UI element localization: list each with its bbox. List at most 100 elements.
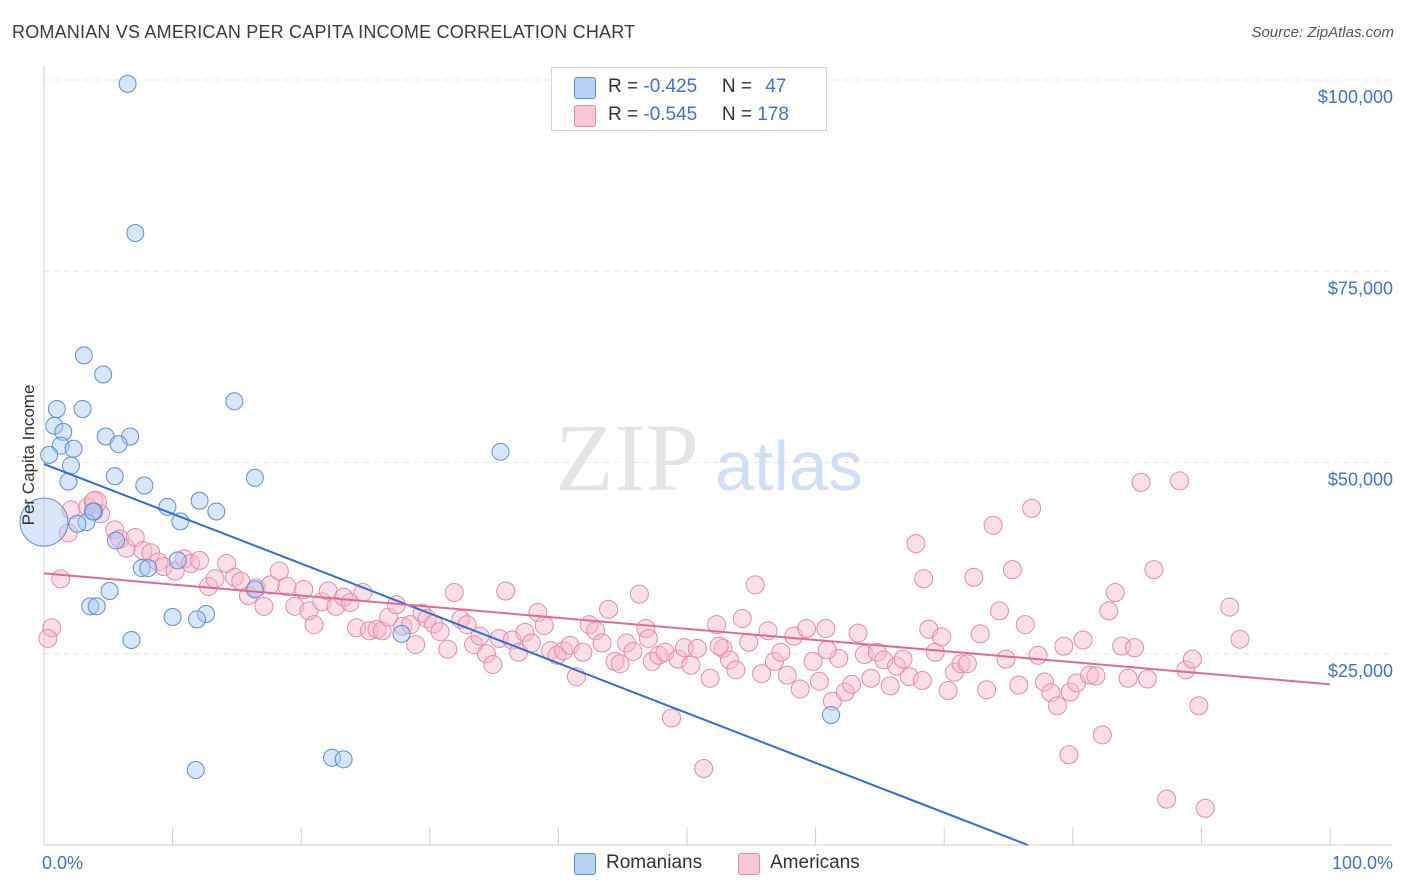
romanian-point	[334, 750, 353, 769]
americans-label: Americans	[770, 852, 860, 873]
american-point	[1125, 638, 1145, 658]
romanian-point	[81, 597, 100, 616]
stats-legend: R = -0.425 N = 47 R = -0.545 N = 178	[551, 67, 827, 131]
american-point	[1195, 798, 1215, 818]
romanian-point	[135, 476, 154, 495]
american-point	[42, 618, 62, 638]
american-point	[496, 581, 516, 601]
american-point	[476, 644, 496, 664]
american-point	[732, 609, 752, 629]
american-point	[1015, 615, 1035, 635]
romanian-point	[245, 580, 264, 599]
american-point	[346, 618, 366, 638]
american-point	[190, 550, 210, 570]
american-point	[605, 651, 625, 671]
romanian-point	[83, 502, 102, 521]
x-tick-label: 0.0%	[42, 853, 83, 873]
american-point	[932, 627, 952, 647]
american-point	[880, 676, 900, 696]
american-point	[899, 667, 919, 687]
axes	[43, 66, 1392, 846]
romanian-point	[245, 468, 264, 487]
american-point	[629, 584, 649, 604]
american-point	[353, 583, 373, 603]
american-point	[739, 632, 759, 652]
american-point	[1073, 630, 1093, 650]
american-point	[694, 759, 714, 778]
watermark: ZIP atlas	[555, 404, 863, 511]
y-tick-label: $100,000	[1318, 87, 1393, 107]
american-point	[726, 660, 746, 680]
american-point	[1118, 668, 1138, 688]
romanian-point	[105, 467, 124, 486]
watermark-zip: ZIP	[555, 404, 699, 511]
romanian-point	[132, 559, 151, 578]
american-point	[951, 654, 971, 674]
romanian-point	[87, 597, 106, 616]
american-point	[914, 569, 934, 589]
romanian-point	[77, 513, 96, 532]
american-point	[154, 557, 174, 577]
y-tick-labels: $25,000 $50,000 $75,000 $100,000	[1318, 87, 1393, 681]
legend-r-label: R =	[608, 104, 644, 125]
romanian-point	[491, 442, 510, 461]
american-point	[444, 583, 464, 603]
watermark-atlas: atlas	[715, 427, 863, 505]
gridlines	[44, 79, 1392, 655]
x-tick-labels: 0.0% 100.0%	[42, 853, 1393, 873]
legend-n-value: 178	[757, 104, 789, 125]
american-point	[681, 655, 701, 675]
american-point	[638, 628, 658, 648]
american-point	[906, 534, 926, 554]
romanians-swatch	[574, 853, 596, 875]
romanian-point	[207, 502, 226, 521]
american-point	[430, 622, 450, 642]
y-tick-label: $75,000	[1328, 278, 1393, 298]
american-point	[269, 561, 289, 581]
american-point	[1131, 472, 1151, 492]
romanian-point	[122, 630, 141, 649]
y-axis-title: Per Capita Income	[19, 385, 38, 526]
american-point	[809, 671, 829, 691]
legend-n-value: 47	[765, 76, 787, 97]
legend-r-value: -0.545	[643, 104, 698, 125]
romanian-point	[94, 365, 113, 384]
american-point	[1035, 672, 1055, 692]
romanian-point	[822, 705, 841, 724]
romanian-point	[64, 439, 83, 458]
legend-n-label: N =	[721, 104, 758, 125]
american-point	[406, 635, 426, 655]
american-point	[554, 641, 574, 661]
romanian-point	[197, 604, 216, 623]
american-point	[816, 619, 836, 639]
romanian-point	[109, 435, 128, 454]
american-point	[592, 633, 612, 653]
romanian-point	[73, 399, 92, 418]
american-point	[1137, 669, 1157, 689]
romanian-point	[45, 416, 64, 435]
american-point	[719, 650, 739, 670]
american-point	[977, 680, 997, 700]
romanian-point	[323, 748, 342, 767]
american-point	[483, 654, 503, 674]
romanian-point	[139, 559, 158, 578]
legend-r-label: R =	[608, 76, 644, 97]
american-point	[534, 615, 554, 635]
trend-lines	[43, 463, 1331, 846]
american-point	[304, 615, 324, 635]
x-tick-label: 100.0%	[1332, 853, 1393, 873]
romanian-point	[186, 761, 205, 780]
american-point	[938, 680, 958, 700]
american-point	[393, 616, 413, 636]
american-point	[957, 654, 977, 674]
american-point	[848, 623, 868, 643]
american-point	[970, 624, 990, 644]
american-point	[610, 654, 630, 674]
americans-trend-line	[43, 572, 1331, 686]
american-point	[822, 691, 842, 711]
romanian-point	[74, 346, 93, 365]
american-point	[1086, 666, 1106, 686]
american-point	[700, 668, 720, 688]
american-point	[438, 639, 458, 659]
american-point	[662, 708, 682, 728]
